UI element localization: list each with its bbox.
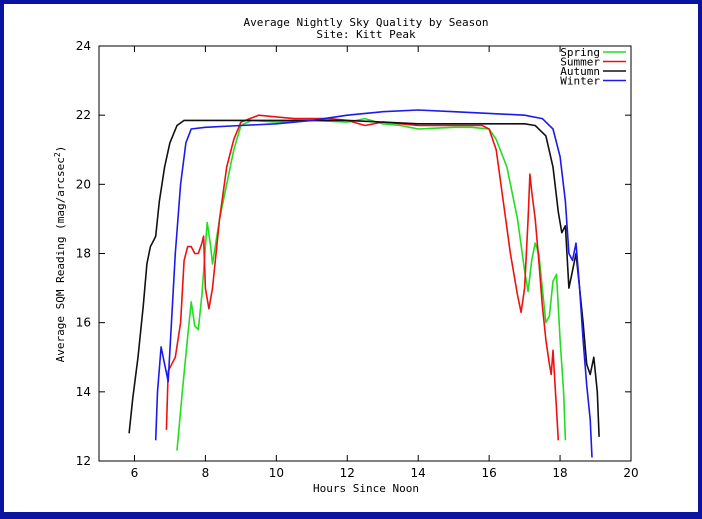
chart-canvas: 6 8 10 12 14 16 18 20 12 14 16 18 20 22 24 Spring Summe… [4, 4, 698, 512]
y-axis-label: Average SQM Reading (mag/arcsec2) [53, 146, 68, 363]
x-tick-label: 12 [340, 466, 355, 480]
x-tick-label: 20 [623, 466, 638, 480]
chart-title: Average Nightly Sky Quality by Season [243, 16, 488, 29]
x-tick-label: 8 [202, 466, 210, 480]
legend-label-spring: Spring [560, 46, 600, 59]
plot-frame [98, 45, 632, 462]
chart-subtitle: Site: Kitt Peak [316, 28, 416, 41]
y-tick-label: 20 [76, 177, 91, 191]
y-tick-label: 16 [76, 316, 91, 330]
x-tick-label: 18 [552, 466, 567, 480]
y-tick-label: 24 [76, 39, 91, 53]
series-line-summer [165, 114, 560, 441]
y-tick-label: 12 [76, 454, 91, 468]
series-lines [128, 109, 600, 458]
x-tick-label: 10 [269, 466, 284, 480]
y-tick-label: 18 [76, 247, 91, 261]
y-tick-label: 14 [76, 385, 91, 399]
series-line-spring [176, 117, 567, 451]
x-tick-label: 16 [481, 466, 496, 480]
legend-label-winter: Winter [560, 75, 600, 88]
chart-axes: 6 8 10 12 14 16 18 20 12 14 16 18 20 22 24 [76, 39, 639, 480]
x-axis-label: Hours Since Noon [313, 482, 419, 495]
legend-label-summer: Summer [560, 56, 600, 69]
legend-label-autumn: Autumn [560, 65, 600, 78]
y-tick-label: 22 [76, 108, 91, 122]
x-tick-label: 14 [411, 466, 426, 480]
line-chart: 6 8 10 12 14 16 18 20 12 14 16 18 20 22 24 SpringSumme… [53, 16, 639, 495]
series-line-winter [154, 109, 593, 458]
series-line-autumn [128, 119, 600, 437]
x-tick-label: 6 [131, 466, 139, 480]
